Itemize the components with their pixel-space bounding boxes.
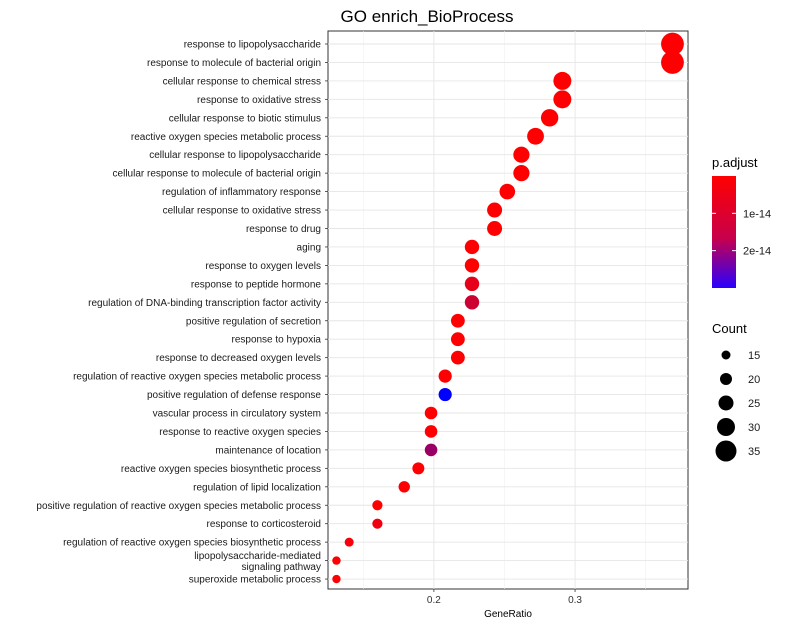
color-legend-bar	[712, 176, 736, 288]
data-point	[344, 537, 354, 547]
color-legend-ticks: 1e-14 2e-14	[712, 208, 771, 258]
data-point	[332, 574, 341, 584]
y-tick-label: reactive oxygen species biosynthetic pro…	[121, 464, 321, 475]
data-point	[438, 369, 452, 383]
y-tick-label: lipopolysaccharide-mediated signaling pat…	[194, 551, 321, 573]
y-tick-label: aging	[297, 242, 321, 253]
data-point	[424, 425, 438, 438]
y-tick-label: response to drug	[246, 224, 321, 235]
y-tick-label: regulation of inflammatory response	[162, 187, 321, 198]
data-point	[540, 109, 559, 127]
y-tick-label: cellular response to lipopolysaccharide	[149, 150, 321, 161]
data-point	[424, 406, 438, 420]
size-legend-dot	[717, 418, 735, 436]
y-tick-label: response to oxidative stress	[197, 95, 321, 106]
size-legend-label: 30	[748, 422, 760, 434]
data-point	[527, 127, 544, 145]
y-tick-label: response to decreased oxygen levels	[156, 353, 321, 364]
y-tick-label: superoxide metabolic process	[189, 575, 321, 586]
size-legend-dot	[715, 440, 737, 462]
y-tick-label: regulation of lipid localization	[193, 482, 321, 493]
y-tick-label: cellular response to molecule of bacteri…	[113, 169, 321, 180]
y-tick-label: response to reactive oxygen species	[159, 427, 321, 438]
data-point	[332, 556, 341, 565]
y-tick-label: response to hypoxia	[231, 335, 321, 346]
size-legend: Count 15 20 25 30 35	[712, 321, 760, 462]
points-layer	[332, 32, 684, 584]
data-point	[450, 350, 465, 365]
size-legend-dot	[720, 373, 732, 385]
y-tick-label: response to peptide hormone	[191, 279, 322, 290]
color-tick-label: 1e-14	[743, 208, 771, 220]
y-tick-label: cellular response to chemical stress	[163, 76, 321, 87]
data-point	[553, 90, 572, 109]
data-point	[661, 32, 684, 56]
size-legend-items: 15 20 25 30 35	[715, 350, 760, 462]
data-point	[438, 387, 452, 402]
size-legend-label: 15	[748, 350, 760, 362]
data-point	[487, 202, 503, 218]
y-tick-label: cellular response to biotic stimulus	[169, 113, 321, 124]
x-tick-label: 0.2	[427, 595, 441, 606]
size-legend-dot	[718, 395, 734, 411]
size-legend-label: 25	[748, 398, 760, 410]
chart-title: GO enrich_BioProcess	[341, 7, 514, 26]
y-axis-labels: response to lipopolysaccharide response t…	[36, 40, 328, 586]
data-point	[464, 239, 480, 255]
data-point	[412, 462, 425, 475]
y-tick-label: regulation of reactive oxygen species bi…	[63, 538, 321, 549]
size-legend-title: Count	[712, 321, 747, 336]
y-tick-label: response to molecule of bacterial origin	[147, 58, 321, 69]
data-point	[372, 500, 383, 511]
data-point	[398, 481, 410, 493]
data-point	[499, 183, 516, 200]
data-point	[372, 518, 383, 529]
y-tick-label: response to corticosteroid	[206, 519, 321, 530]
data-point	[450, 332, 465, 347]
data-point	[464, 276, 480, 292]
plot-panel	[327, 30, 689, 590]
y-tick-label: reactive oxygen species metabolic proces…	[131, 132, 321, 143]
x-tick-label: 0.3	[568, 595, 582, 606]
x-axis: 0.2 0.3	[427, 589, 582, 606]
data-point	[487, 221, 503, 236]
data-point	[553, 71, 572, 90]
y-tick-label: positive regulation of reactive oxygen s…	[36, 501, 321, 512]
data-point	[464, 295, 480, 310]
size-legend-dot	[721, 350, 731, 360]
size-legend-label: 20	[748, 374, 760, 386]
y-tick-label: response to oxygen levels	[205, 261, 321, 272]
y-tick-label: cellular response to oxidative stress	[163, 206, 321, 217]
color-tick-label: 2e-14	[743, 246, 771, 258]
data-point	[450, 313, 465, 328]
y-tick-label: positive regulation of defense response	[147, 390, 321, 401]
data-point	[661, 51, 684, 74]
data-point	[513, 146, 530, 163]
y-tick-label: positive regulation of secretion	[186, 316, 321, 327]
data-point	[513, 165, 530, 182]
y-tick-label: regulation of DNA-binding transcription …	[88, 298, 321, 309]
y-tick-label: response to lipopolysaccharide	[184, 40, 322, 51]
size-legend-label: 35	[748, 446, 760, 458]
x-axis-title: GeneRatio	[484, 609, 532, 620]
y-tick-label: maintenance of location	[215, 445, 321, 456]
grid-layer	[328, 31, 688, 589]
data-point	[464, 258, 480, 273]
y-tick-label: vascular process in circulatory system	[153, 409, 321, 420]
color-legend: p.adjust 1e-14 2e-14	[712, 155, 771, 288]
color-legend-title: p.adjust	[712, 155, 758, 170]
data-point	[424, 443, 438, 457]
y-tick-label: regulation of reactive oxygen species me…	[73, 372, 321, 383]
